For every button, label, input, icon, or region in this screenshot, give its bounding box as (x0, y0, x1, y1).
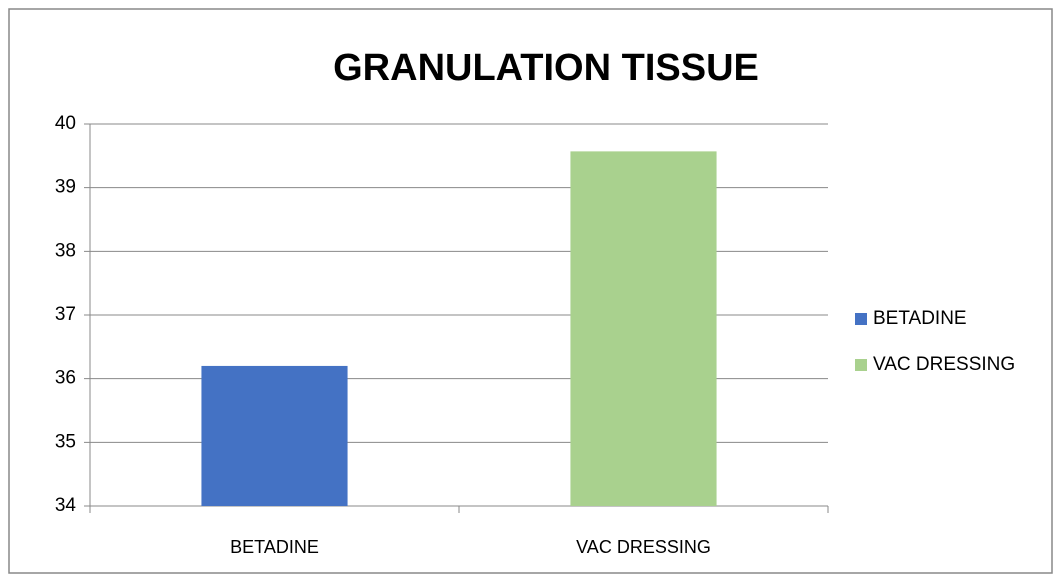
y-tick-label: 40 (55, 113, 76, 134)
y-tick-label: 37 (55, 304, 76, 325)
legend-swatch (855, 359, 867, 371)
legend-label: BETADINE (873, 308, 967, 329)
bar (570, 151, 717, 507)
legend-label: VAC DRESSING (873, 354, 1015, 375)
legend-swatch (855, 313, 867, 325)
y-tick-label: 36 (55, 368, 76, 389)
y-tick-label: 38 (55, 240, 76, 261)
y-tick-label: 35 (55, 431, 76, 452)
bar (201, 365, 348, 506)
y-tick-label: 39 (55, 177, 76, 198)
x-tick-label: BETADINE (230, 537, 319, 557)
x-tick-label: VAC DRESSING (576, 537, 711, 557)
y-tick-label: 34 (55, 495, 77, 516)
chart-border (8, 8, 1053, 574)
chart-title: GRANULATION TISSUE (333, 47, 759, 89)
